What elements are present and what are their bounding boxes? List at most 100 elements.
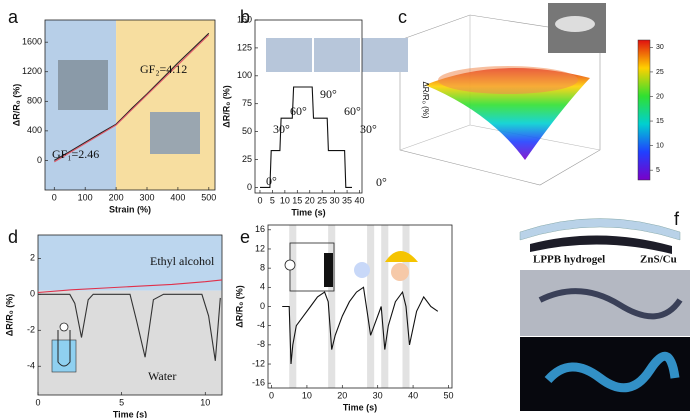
annotation: Water	[148, 369, 176, 383]
x-axis-label: Time (s)	[113, 409, 147, 418]
x-tick-label: 40	[408, 390, 418, 400]
x-tick-label: 30	[373, 390, 383, 400]
inset-photo	[362, 38, 408, 72]
circuit-icon	[284, 242, 418, 292]
y-tick-label: -4	[27, 361, 35, 371]
x-tick-label: 50	[443, 390, 453, 400]
y-tick-label: -16	[252, 378, 265, 388]
y-tick-label: 100	[237, 70, 252, 80]
x-tick-label: 0	[257, 195, 262, 205]
y-tick-label: 800	[27, 96, 42, 106]
x-tick-label: 20	[305, 195, 315, 205]
x-tick-label: 40	[355, 195, 365, 205]
y-axis-label: ΔR/R₀ (%)	[221, 85, 231, 128]
y-tick-label: 75	[242, 98, 252, 108]
panel-letter: e	[240, 227, 250, 247]
panel-letter: d	[8, 227, 18, 247]
y-axis-label: ΔR/R₀ (%)	[4, 294, 14, 337]
annotation: Ethyl alcohol	[150, 254, 215, 268]
x-tick-label: 500	[201, 192, 216, 202]
photo	[520, 337, 690, 411]
z-tick-label: 20	[656, 93, 664, 100]
y-tick-label: 400	[27, 125, 42, 135]
y-tick-label: 16	[255, 224, 265, 234]
x-tick-label: 10	[302, 390, 312, 400]
x-tick-label: 10	[280, 195, 290, 205]
line-series	[38, 293, 221, 361]
y-tick-label: -2	[27, 325, 35, 335]
diagram-label: LPPB hydrogel	[533, 254, 605, 266]
x-tick-label: 25	[317, 195, 327, 205]
x-tick-label: 0	[52, 192, 57, 202]
y-tick-label: 0	[37, 155, 42, 165]
x-tick-label: 5	[270, 195, 275, 205]
z-axis-label: ΔR/R₀ (%)	[421, 81, 430, 118]
z-tick-label: 15	[656, 118, 664, 125]
x-tick-label: 35	[342, 195, 352, 205]
shaded-range	[328, 225, 336, 388]
plot-frame	[37, 234, 223, 396]
line-series	[282, 286, 439, 365]
annotation: 30°	[360, 122, 377, 136]
annotation: 0°	[266, 174, 277, 188]
y-tick-label: 125	[237, 42, 252, 52]
x-axis-label: Time (s)	[343, 402, 377, 412]
x-tick-label: 10	[200, 397, 210, 407]
annotation: 0°	[376, 175, 387, 189]
shaded-range	[381, 225, 389, 388]
x-tick-label: 300	[139, 192, 154, 202]
x-tick-label: 20	[337, 390, 347, 400]
y-tick-label: 12	[255, 243, 265, 253]
x-tick-label: 15	[292, 195, 302, 205]
shaded-range	[289, 225, 297, 388]
band	[38, 235, 222, 291]
x-tick-label: 200	[109, 192, 124, 202]
z-tick-label: 5	[656, 167, 660, 174]
y-axis-label: ΔR/R₀ (%)	[11, 84, 21, 127]
y-tick-label: -12	[252, 358, 265, 368]
region	[116, 20, 215, 190]
x-tick-label: 0	[269, 390, 274, 400]
y-tick-label: 25	[242, 154, 252, 164]
y-tick-label: -8	[257, 339, 265, 349]
y-tick-label: 1600	[22, 37, 42, 47]
y-tick-label: 2	[30, 253, 35, 263]
y-tick-label: -4	[257, 320, 265, 330]
panel-letter: a	[8, 7, 19, 27]
inset-photo	[314, 38, 360, 72]
surface-plot	[399, 3, 651, 186]
x-axis-label: Time (s)	[291, 207, 325, 217]
z-tick-label: 25	[656, 69, 664, 76]
annotation: GF₂=4.12	[140, 62, 187, 76]
inset-photo	[150, 112, 200, 154]
y-axis-label: ΔR/R₀ (%)	[234, 285, 244, 328]
line-series	[54, 34, 210, 163]
y-tick-label: 0	[247, 182, 252, 192]
shaded-range	[367, 225, 375, 388]
annotation: 60°	[344, 104, 361, 118]
y-tick-label: 0	[260, 301, 265, 311]
x-tick-label: 400	[170, 192, 185, 202]
x-tick-label: 0	[35, 397, 40, 407]
panel-letter: c	[398, 7, 407, 27]
z-tick-label: 10	[656, 142, 664, 149]
x-axis-label: Strain (%)	[109, 204, 151, 214]
inset-photo	[266, 38, 312, 72]
plot-frame	[44, 19, 216, 191]
photo	[520, 270, 690, 336]
line-series	[54, 32, 210, 161]
annotation: GF₁=2.46	[52, 147, 99, 161]
y-tick-label: 1200	[22, 66, 42, 76]
inset-photo	[58, 60, 108, 110]
y-tick-label: 0	[30, 289, 35, 299]
panel-letter: f	[674, 209, 680, 229]
annotation: 60°	[290, 104, 307, 118]
y-tick-label: 4	[260, 282, 265, 292]
y-tick-label: 50	[242, 126, 252, 136]
diagram-label: ZnS/Cu	[640, 254, 677, 266]
annotation: 90°	[320, 87, 337, 101]
x-tick-label: 100	[78, 192, 93, 202]
annotation: 30°	[273, 122, 290, 136]
line-series	[260, 86, 352, 188]
